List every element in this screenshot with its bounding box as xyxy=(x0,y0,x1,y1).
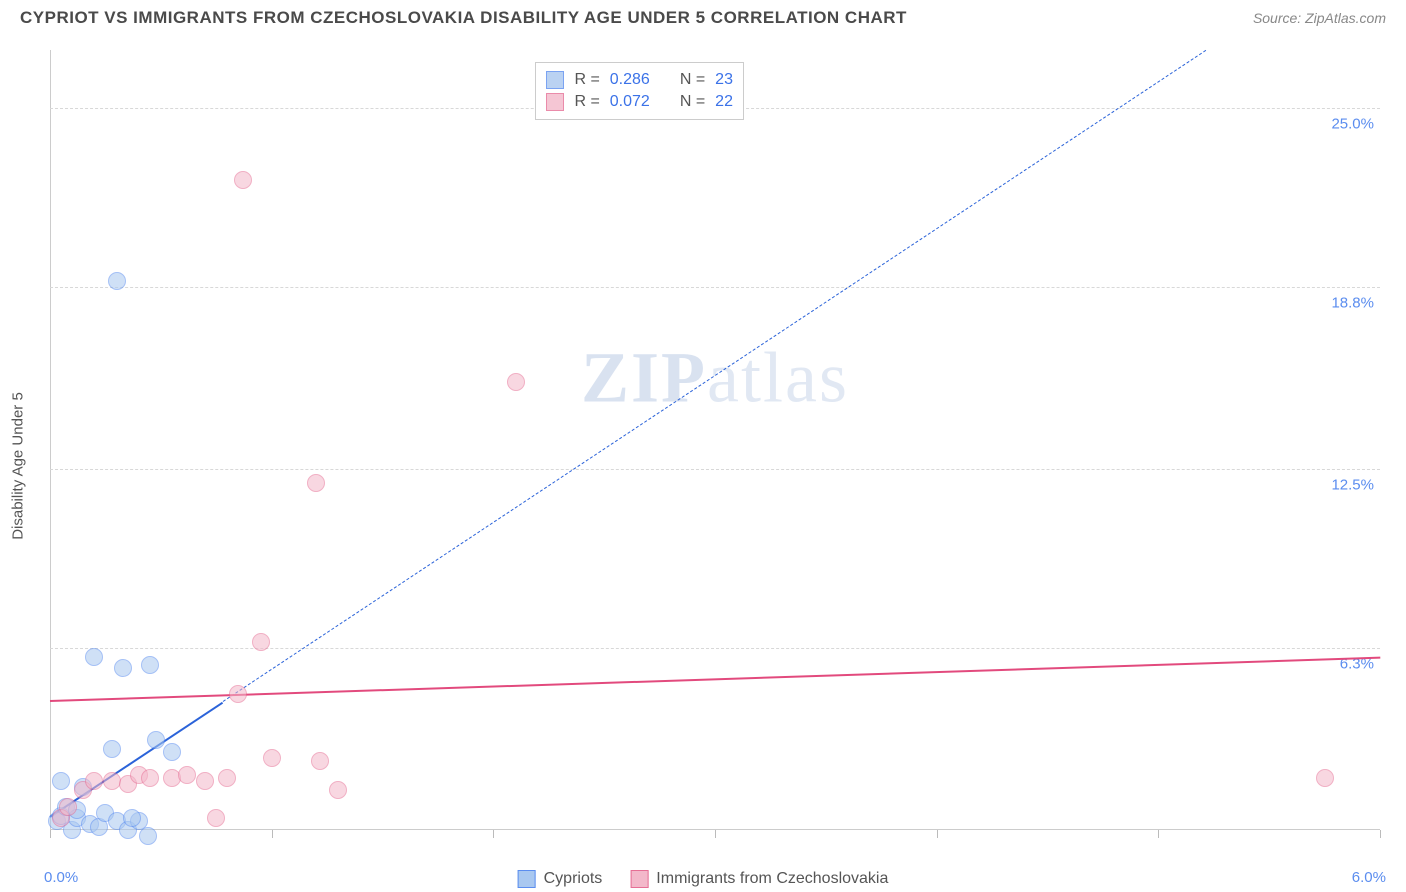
x-axis-min-label: 0.0% xyxy=(44,869,78,886)
correlation-stats: R = 0.286 N = 23 R = 0.072 N = 22 xyxy=(535,62,744,120)
scatter-point xyxy=(178,766,196,784)
scatter-point xyxy=(141,656,159,674)
stat-n-label: N = xyxy=(680,71,705,89)
scatter-point xyxy=(207,809,225,827)
y-tick-label: 12.5% xyxy=(1331,476,1374,493)
x-tick xyxy=(715,830,716,838)
scatter-point xyxy=(52,772,70,790)
gridline xyxy=(50,469,1380,470)
stat-r-label: R = xyxy=(574,93,599,111)
scatter-point xyxy=(311,752,329,770)
stat-n-value: 22 xyxy=(715,93,733,111)
scatter-point xyxy=(103,740,121,758)
header: CYPRIOT VS IMMIGRANTS FROM CZECHOSLOVAKI… xyxy=(0,0,1406,32)
legend-swatch-icon xyxy=(630,870,648,888)
legend: Cypriots Immigrants from Czechoslovakia xyxy=(518,870,889,888)
scatter-point xyxy=(59,798,77,816)
y-tick-label: 25.0% xyxy=(1331,115,1374,132)
scatter-point xyxy=(329,781,347,799)
plot-area: ZIPatlas 6.3%12.5%18.8%25.0%R =0.286N =2… xyxy=(50,50,1380,830)
x-tick xyxy=(50,830,51,838)
scatter-point xyxy=(1316,769,1334,787)
scatter-point xyxy=(307,474,325,492)
scatter-point xyxy=(252,633,270,651)
stat-r-value: 0.286 xyxy=(610,71,650,89)
scatter-point xyxy=(196,772,214,790)
scatter-point xyxy=(139,827,157,845)
stat-r-value: 0.072 xyxy=(610,93,650,111)
legend-item-czechoslovakia: Immigrants from Czechoslovakia xyxy=(630,870,888,888)
legend-swatch-icon xyxy=(518,870,536,888)
y-axis-line xyxy=(50,50,51,830)
stat-swatch-icon xyxy=(546,71,564,89)
x-tick xyxy=(493,830,494,838)
gridline xyxy=(50,287,1380,288)
scatter-point xyxy=(234,171,252,189)
scatter-point xyxy=(123,809,141,827)
scatter-point xyxy=(141,769,159,787)
scatter-point xyxy=(85,648,103,666)
legend-label: Cypriots xyxy=(544,870,603,888)
x-tick xyxy=(1380,830,1381,838)
scatter-point xyxy=(263,749,281,767)
scatter-point xyxy=(507,373,525,391)
legend-item-cypriots: Cypriots xyxy=(518,870,603,888)
trend-line xyxy=(50,657,1380,702)
y-tick-label: 18.8% xyxy=(1331,294,1374,311)
scatter-point xyxy=(108,272,126,290)
gridline xyxy=(50,648,1380,649)
scatter-point xyxy=(114,659,132,677)
stat-r-label: R = xyxy=(574,71,599,89)
stat-swatch-icon xyxy=(546,93,564,111)
x-tick xyxy=(937,830,938,838)
x-tick xyxy=(272,830,273,838)
scatter-point xyxy=(163,743,181,761)
stat-row: R = 0.072 N = 22 xyxy=(546,91,733,113)
scatter-point xyxy=(218,769,236,787)
legend-label: Immigrants from Czechoslovakia xyxy=(656,870,888,888)
stat-row: R = 0.286 N = 23 xyxy=(546,69,733,91)
watermark: ZIPatlas xyxy=(581,336,849,419)
chart-title: CYPRIOT VS IMMIGRANTS FROM CZECHOSLOVAKI… xyxy=(20,8,907,28)
chart-container: Disability Age Under 5 ZIPatlas 6.3%12.5… xyxy=(0,40,1406,892)
stat-n-value: 23 xyxy=(715,71,733,89)
stat-n-label: N = xyxy=(680,93,705,111)
scatter-point xyxy=(147,731,165,749)
x-axis-max-label: 6.0% xyxy=(1352,869,1386,886)
x-tick xyxy=(1158,830,1159,838)
trend-line-dashed xyxy=(223,50,1206,702)
scatter-point xyxy=(229,685,247,703)
source-label: Source: ZipAtlas.com xyxy=(1253,10,1386,26)
y-axis-label: Disability Age Under 5 xyxy=(10,392,27,540)
scatter-point xyxy=(85,772,103,790)
